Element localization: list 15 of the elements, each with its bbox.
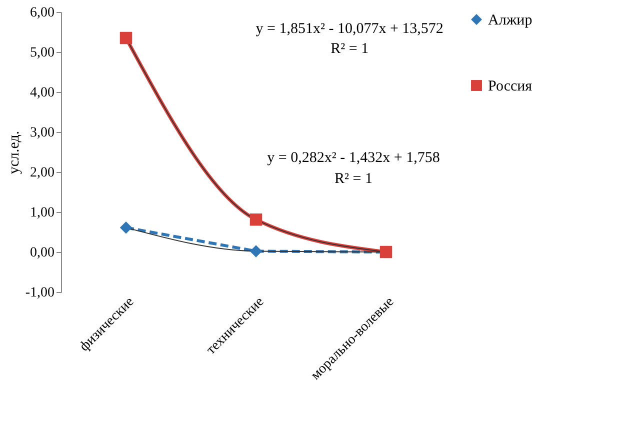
annotation: y = 0,282x² - 1,432x + 1,758 xyxy=(267,150,440,166)
y-tick-label: -1,00 xyxy=(25,286,54,300)
annotation: R² = 1 xyxy=(334,171,372,187)
y-tick-label: 0,00 xyxy=(30,246,54,260)
annotation: R² = 1 xyxy=(330,41,369,57)
annotation: y = 1,851x² - 10,077x + 13,572 xyxy=(256,21,444,37)
y-tick-label: 1,00 xyxy=(30,206,54,220)
y-axis-title: усл.ед. xyxy=(6,130,22,174)
y-tick-label: 2,00 xyxy=(30,166,54,180)
y-tick-label: 3,00 xyxy=(30,126,54,140)
legend-label: Россия xyxy=(488,78,532,94)
y-tick-label: 6,00 xyxy=(30,6,54,20)
y-tick-label: 5,00 xyxy=(30,46,54,60)
y-tick-label: 4,00 xyxy=(30,86,54,100)
legend-label: Алжир xyxy=(488,12,532,28)
